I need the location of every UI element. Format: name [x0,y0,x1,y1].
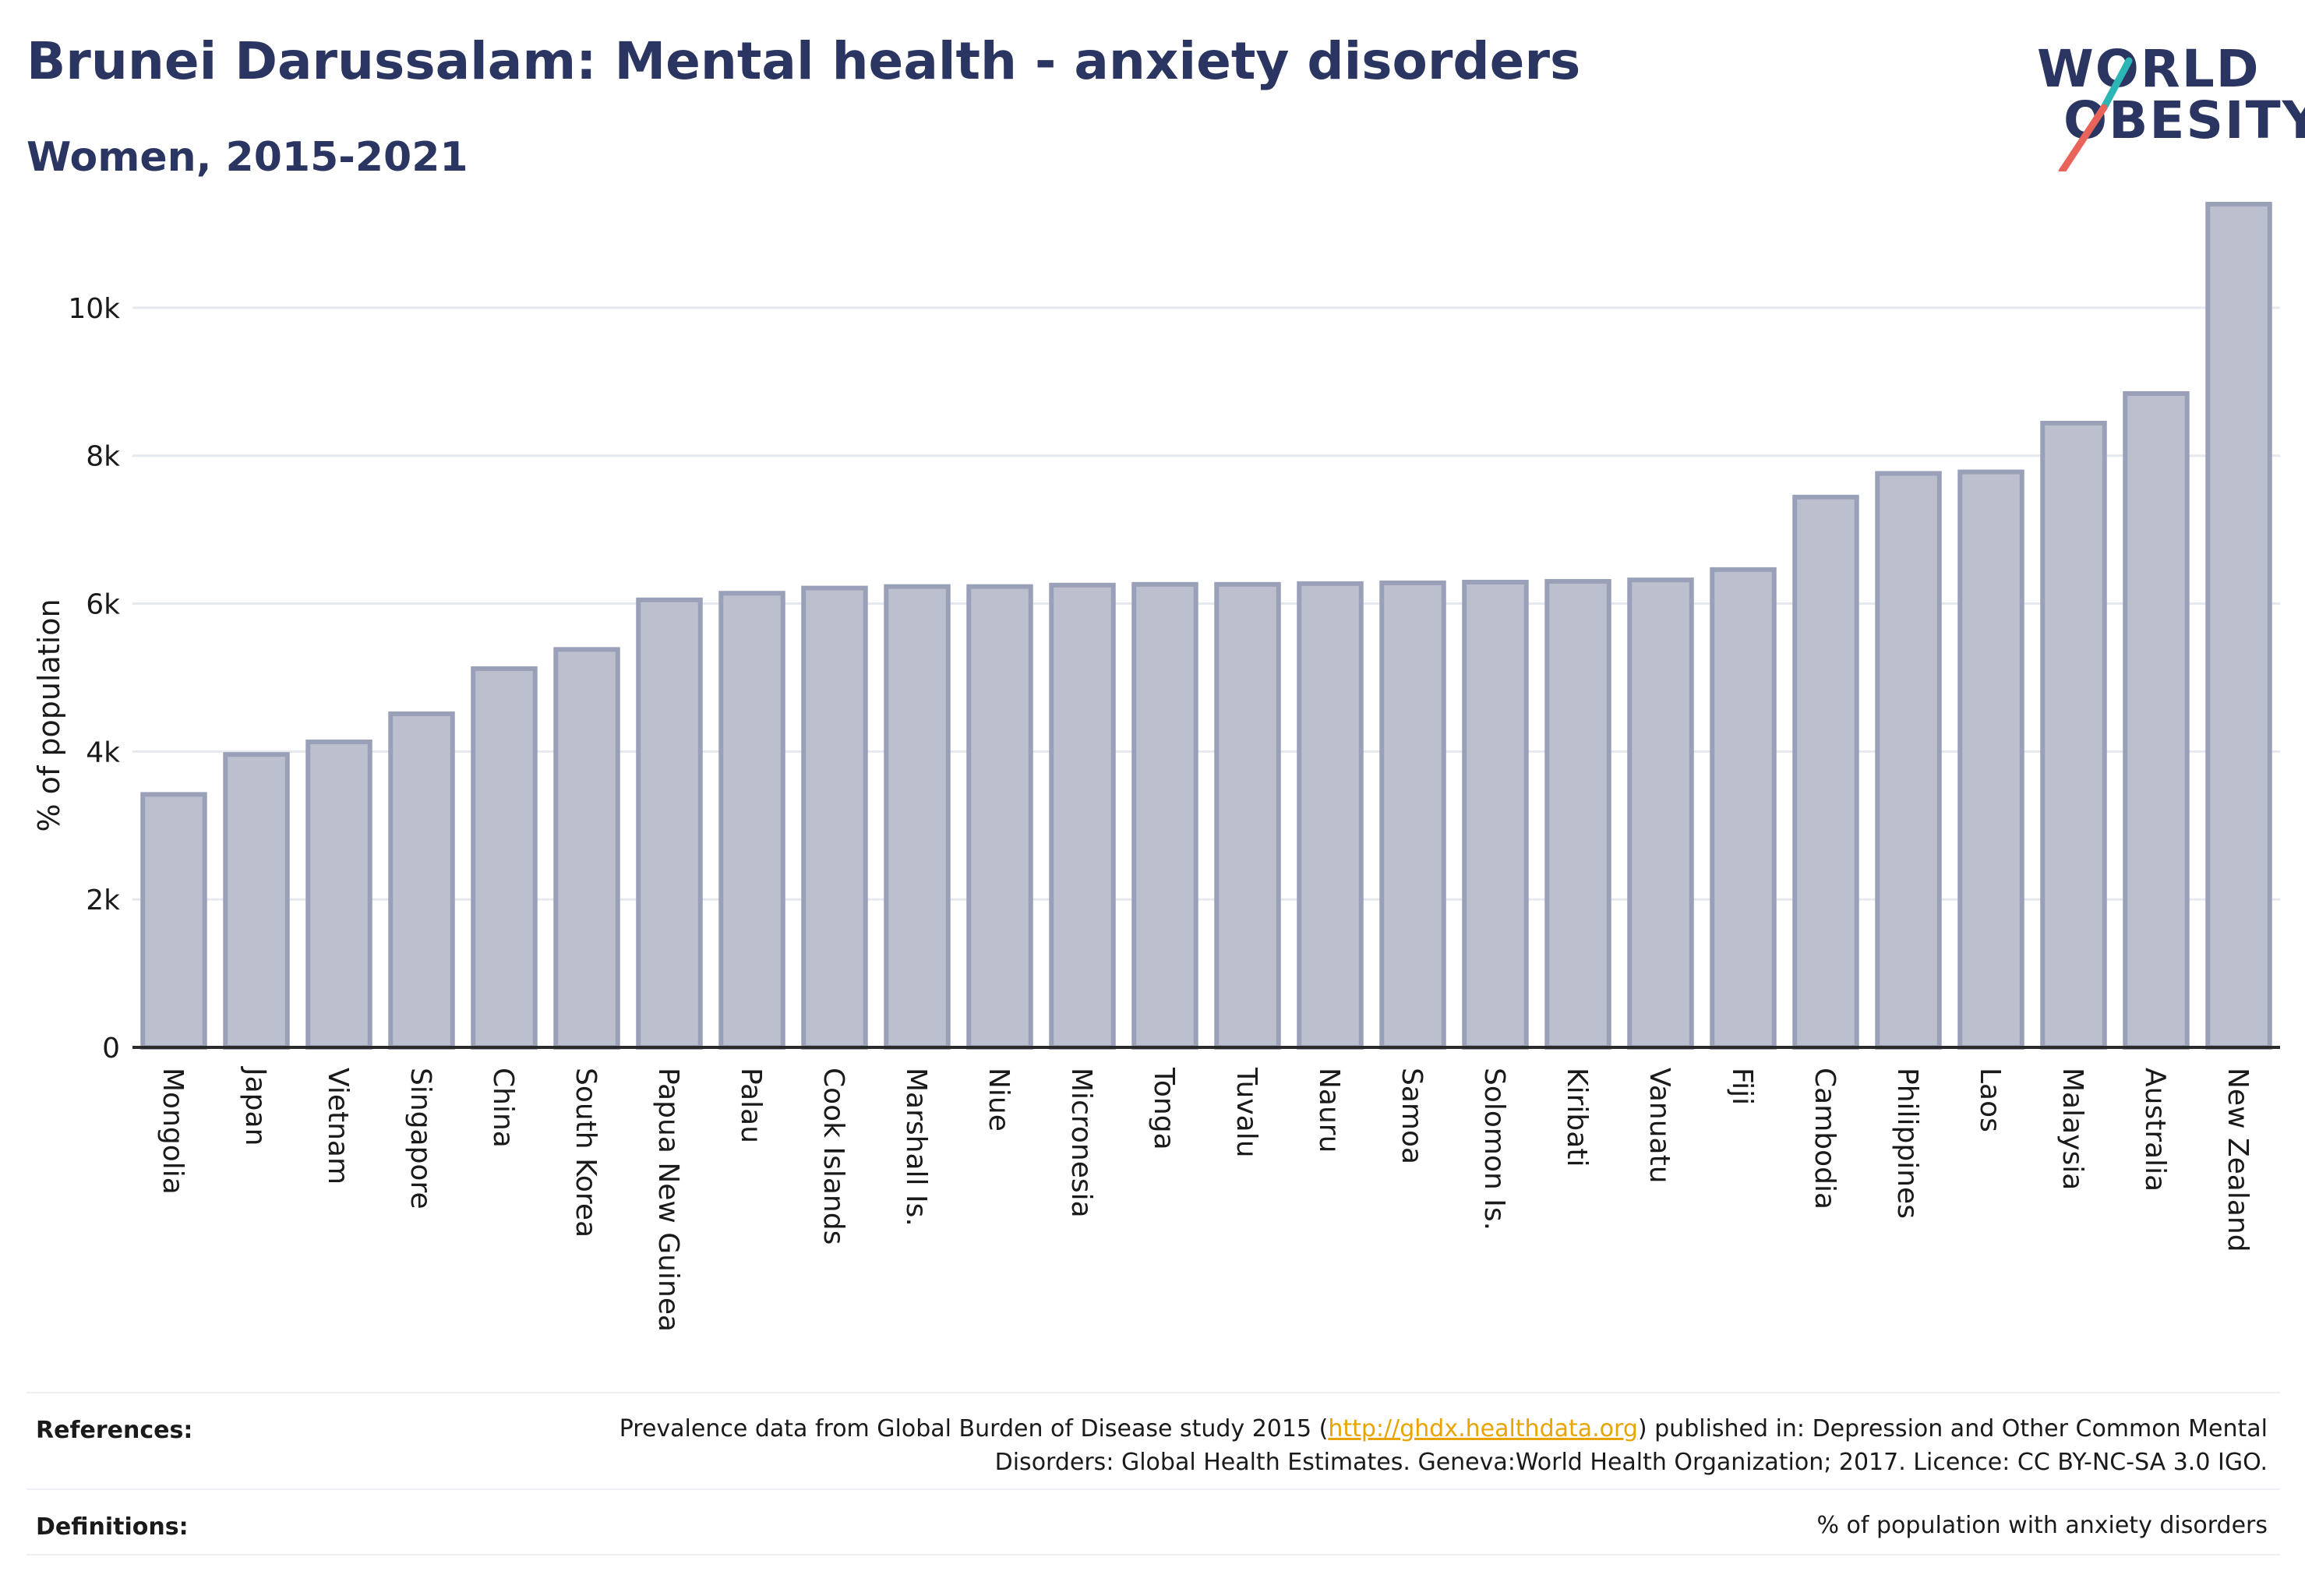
world-obesity-logo: WORLD OBESITY [2026,39,2305,171]
logo-slash-icon [2058,57,2133,171]
footer-divider [26,1488,2280,1490]
definitions-label: Definitions: [36,1513,189,1541]
x-tick-label: Tonga [1148,1067,1180,1150]
x-tick-label: Marshall Is. [900,1068,932,1227]
bar [1875,471,1942,1050]
x-tick-label: Fiji [1726,1068,1758,1105]
references-text-post: ) published in: Depression and Other Com… [994,1415,2268,1476]
y-axis-title: % of population [32,598,66,832]
bar [1462,580,1529,1050]
bar [801,585,868,1050]
bar [223,752,290,1050]
logo-word-obesity: OBESITY [2063,90,2305,150]
definitions-text: % of population with anxiety disorders [1816,1512,2268,1539]
x-tick-label: Australia [2139,1068,2171,1192]
y-tick-label: 0 [102,1033,120,1065]
x-tick-label: Palau [735,1068,767,1143]
bar [553,647,620,1050]
x-tick-label: Solomon Is. [1478,1068,1510,1231]
references-label: References: [36,1417,193,1444]
x-tick-label: Singapore [404,1068,436,1209]
bar [388,711,455,1050]
x-tick-label: Niue [983,1068,1015,1132]
x-tick-label: Malaysia [2056,1068,2088,1190]
x-tick-label: China [487,1068,519,1148]
bar [718,591,785,1050]
x-tick-label: New Zealand [2222,1068,2254,1252]
x-tick-label: Cambodia [1809,1068,1841,1209]
footer-divider [26,1392,2280,1393]
bar-chart: 0 2k 4k 6k 8k 10k Mongolia Japan Vietnam Singapor… [32,202,2280,1332]
bar [1957,469,2024,1050]
bar [1379,580,1446,1050]
bar [2123,390,2190,1050]
bar [305,740,372,1050]
bar [2040,420,2107,1050]
bar [2205,202,2272,1050]
x-tick-label: Nauru [1313,1068,1345,1153]
logo-word-world: WORLD [2037,39,2261,99]
bar [1627,577,1694,1050]
x-tick-label: Papua New Guinea [652,1068,684,1332]
chart-subtitle: Women, 2015-2021 [26,134,468,181]
x-tick-label: Vietnam [322,1068,354,1185]
x-tick-label: Vanuatu [1643,1068,1675,1184]
x-tick-label: South Korea [570,1068,602,1238]
bar [140,792,207,1050]
references-text-pre: Prevalence data from Global Burden of Di… [619,1415,1329,1442]
x-tick-label: Japan [239,1066,271,1146]
bar [471,666,538,1050]
references-link[interactable]: http://ghdx.healthdata.org [1328,1415,1638,1442]
bar [1131,581,1198,1050]
x-tick-label: Mongolia [157,1068,189,1195]
bar [1792,494,1859,1050]
x-tick-label: Philippines [1891,1068,1923,1219]
bar [1710,567,1777,1050]
bar [1214,581,1281,1050]
bar [966,584,1033,1050]
y-tick-label: 8k [86,441,120,473]
y-tick-label: 6k [86,589,120,621]
y-tick-label: 2k [86,885,120,916]
footer-divider [26,1554,2280,1555]
x-tick-label: Tuvalu [1230,1067,1262,1158]
tick-labels: 0 2k 4k 6k 8k 10k Mongolia Japan Vietnam Singapor… [68,293,2254,1332]
references-text: Prevalence data from Global Burden of Di… [553,1412,2268,1479]
bar [1049,582,1116,1050]
chart-title: Brunei Darussalam: Mental health - anxie… [26,31,1581,91]
bars [140,202,2272,1050]
x-tick-label: Samoa [1396,1068,1428,1164]
x-tick-label: Cook Islands [817,1068,849,1245]
y-tick-label: 4k [86,736,120,768]
x-tick-label: Micronesia [1065,1068,1097,1218]
x-tick-label: Laos [1974,1068,2006,1132]
bar [636,597,703,1050]
bar [1544,579,1611,1050]
bar [884,584,951,1050]
y-tick-label: 10k [68,293,120,325]
x-tick-label: Kiribati [1561,1068,1593,1167]
bar [1297,581,1364,1050]
